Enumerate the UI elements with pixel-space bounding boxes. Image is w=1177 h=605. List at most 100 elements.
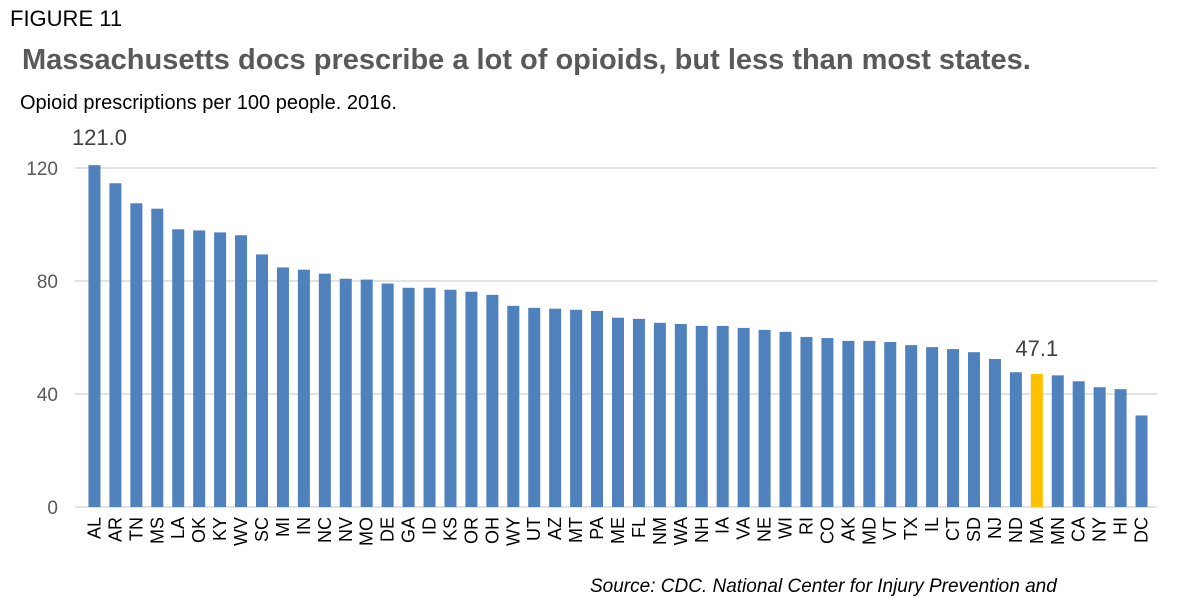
x-tick-label: WV [231, 517, 251, 546]
x-tick-label: AL [84, 517, 104, 539]
x-tick-label: OH [482, 517, 502, 544]
bar-MI [276, 267, 289, 507]
bar-VT [884, 342, 897, 507]
bar-ME [612, 317, 624, 507]
figure-label: FIGURE 11 [10, 6, 123, 31]
x-tick-label: KS [440, 517, 460, 541]
x-tick-label: VA [734, 517, 754, 540]
bar-NE [758, 329, 771, 507]
bar-CT [947, 349, 960, 507]
x-tick-label: NC [315, 517, 335, 543]
x-tick-label: LA [168, 517, 188, 539]
x-tick-label: CO [817, 517, 837, 544]
bar-HI [1114, 389, 1127, 507]
bar-NC [318, 273, 331, 507]
chart-title: Massachusetts docs prescribe a lot of op… [22, 44, 1031, 76]
x-tick-label: WA [671, 517, 691, 545]
bar-WA [674, 323, 687, 507]
bar-MD [863, 340, 876, 507]
bar-AZ [549, 308, 562, 507]
bar-NJ [988, 358, 1001, 507]
y-tick-label: 40 [37, 385, 58, 406]
x-tick-label: VT [880, 517, 900, 540]
bar-NY [1093, 387, 1106, 507]
x-tick-label: MI [273, 517, 293, 537]
bar-VA [737, 327, 750, 507]
x-tick-label: KY [210, 517, 230, 541]
bar-NV [339, 278, 352, 507]
x-tick-label: NV [336, 517, 356, 542]
bar-AL [88, 165, 101, 508]
data-label: 121.0 [72, 125, 127, 150]
x-tick-label: GA [399, 517, 419, 543]
bar-OH [486, 294, 499, 507]
x-tick-label: ID [420, 517, 440, 535]
bar-AR [109, 183, 122, 507]
x-tick-label: NH [692, 517, 712, 543]
bar-PA [591, 310, 604, 507]
bar-ND [1009, 372, 1022, 507]
x-tick-label: SC [252, 517, 272, 542]
bar-IN [297, 269, 310, 507]
data-label: 47.1 [1015, 336, 1058, 361]
bar-SC [256, 254, 268, 507]
x-tick-label: UT [524, 517, 544, 541]
bar-MO [360, 279, 373, 507]
x-tick-label: MO [357, 517, 377, 546]
x-tick-label: CT [943, 517, 963, 541]
x-tick-label: IA [713, 517, 733, 534]
x-tick-label: MA [1027, 517, 1047, 544]
bar-MS [151, 208, 164, 507]
x-tick-label: IL [922, 517, 942, 532]
x-tick-label: MN [1048, 517, 1068, 545]
y-tick-label: 120 [26, 159, 58, 180]
bar-KS [444, 289, 457, 507]
bar-UT [528, 307, 541, 507]
bar-OK [193, 230, 206, 507]
bar-NH [695, 325, 708, 507]
bar-FL [632, 318, 645, 507]
bar-DC [1135, 415, 1148, 507]
x-tick-label: HI [1111, 517, 1131, 535]
x-tick-label: AR [105, 517, 125, 542]
x-tick-label: RI [796, 517, 816, 535]
x-tick-label: CA [1069, 517, 1089, 542]
x-tick-label: FL [629, 517, 649, 538]
x-tick-label: AZ [545, 517, 565, 540]
x-tick-label: TN [126, 517, 146, 541]
source-note: Source: CDC. National Center for Injury … [590, 576, 1057, 597]
bar-MT [570, 309, 583, 507]
x-tick-label: MS [147, 517, 167, 544]
x-tick-label: SD [964, 517, 984, 542]
x-tick-label: DC [1132, 517, 1152, 543]
bar-MA [1030, 373, 1043, 507]
x-tick-label: DE [378, 517, 398, 542]
x-tick-label: NJ [985, 517, 1005, 539]
bar-RI [800, 336, 813, 507]
x-tick-label: NY [1090, 517, 1110, 542]
x-tick-label: NE [755, 517, 775, 542]
x-tick-label: AK [838, 517, 858, 541]
bar-NM [653, 322, 666, 507]
x-tick-label: ME [608, 517, 628, 544]
bar-TN [130, 203, 143, 507]
x-tick-label: OR [461, 517, 481, 544]
bar-WV [235, 235, 248, 508]
y-tick-label: 0 [47, 498, 58, 519]
bar-DE [381, 283, 394, 507]
bar-MN [1051, 375, 1064, 507]
bar-TX [905, 345, 918, 507]
bar-SD [968, 352, 980, 507]
x-tick-label: OK [189, 517, 209, 543]
chart-subtitle: Opioid prescriptions per 100 people. 201… [20, 92, 397, 114]
x-tick-label: ND [1006, 517, 1026, 543]
bar-OR [465, 291, 478, 507]
bar-GA [402, 287, 415, 507]
bar-LA [172, 229, 185, 508]
bar-ID [423, 287, 436, 507]
bar-KY [214, 232, 227, 507]
y-tick-label: 80 [37, 272, 58, 293]
bar-CO [821, 338, 834, 507]
x-tick-label: IN [294, 517, 314, 535]
bar-WI [779, 331, 792, 507]
